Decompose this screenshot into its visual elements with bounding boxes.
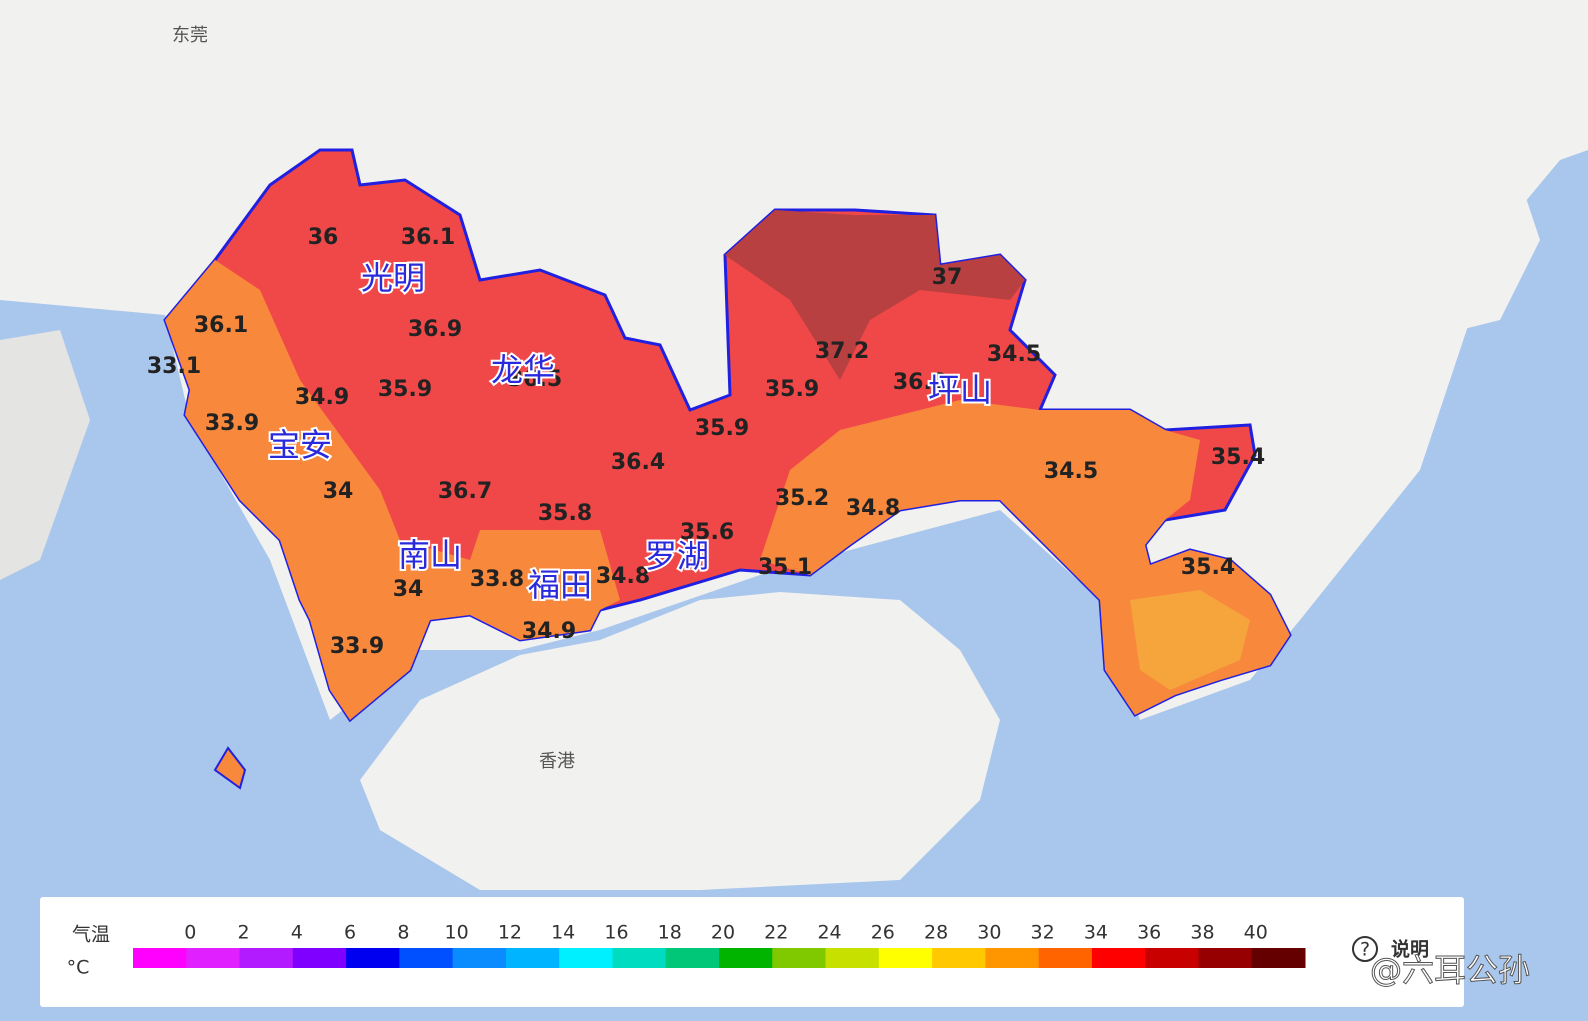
- legend-tick-label: 8: [397, 922, 409, 944]
- legend-tick-label: 4: [291, 922, 303, 944]
- temperature-reading: 33.9: [330, 634, 384, 659]
- legend-swatch: [346, 948, 400, 968]
- legend-tick-label: 2: [237, 922, 249, 944]
- east-land: [1440, 180, 1540, 330]
- hot-zone: [725, 210, 1025, 380]
- temperature-reading: 36.9: [408, 317, 462, 342]
- legend-tick-label: 24: [817, 922, 841, 944]
- legend-swatch: [1198, 948, 1253, 968]
- district-label: 光明: [361, 259, 425, 297]
- legend-swatch: [399, 948, 454, 968]
- temperature-reading: 34.9: [295, 385, 349, 410]
- legend-tick-label: 34: [1084, 922, 1108, 944]
- temperature-reading: 35.9: [765, 377, 819, 402]
- mild-zone: [1130, 590, 1250, 690]
- legend-tick-label: 0: [184, 922, 196, 944]
- temperature-reading: 36.1: [401, 225, 455, 250]
- temperature-reading: 35.9: [695, 416, 749, 441]
- legend-tick-label: 36: [1137, 922, 1161, 944]
- legend-swatch: [1091, 948, 1146, 968]
- temperature-reading: 34.5: [1044, 459, 1098, 484]
- temperature-reading: 34.8: [596, 564, 650, 589]
- temperature-reading: 36: [308, 225, 339, 250]
- district-label: 宝安: [268, 426, 332, 464]
- legend-swatch: [133, 948, 187, 968]
- temperature-reading: 35.2: [775, 486, 829, 511]
- legend-tick-label: 28: [924, 922, 948, 944]
- legend-swatch: [452, 948, 507, 968]
- place-label: 东莞: [172, 25, 208, 46]
- legend-tick-label: 30: [977, 922, 1001, 944]
- legend-swatch: [292, 948, 347, 968]
- watermark: @六耳公孙: [1370, 951, 1530, 989]
- legend-swatch: [932, 948, 986, 968]
- legend-tick-label: 22: [764, 922, 788, 944]
- legend-tick-label: 20: [711, 922, 735, 944]
- legend-swatch: [985, 948, 1040, 968]
- temperature-reading: 34: [323, 479, 354, 504]
- temperature-reading: 33.1: [147, 354, 201, 379]
- temperature-reading: 34.9: [522, 619, 576, 644]
- warm-zone-west: [165, 260, 620, 720]
- legend-tick-label: 26: [871, 922, 895, 944]
- legend-tick-label: 16: [604, 922, 628, 944]
- legend-unit: °C: [67, 957, 90, 979]
- legend-swatch: [665, 948, 720, 968]
- temperature-reading: 36.1: [194, 313, 248, 338]
- temperature-reading: 35.8: [538, 501, 592, 526]
- legend-tick-label: 40: [1244, 922, 1268, 944]
- island: [213, 746, 247, 790]
- district-label: 罗湖: [645, 537, 709, 575]
- legend-tick-label: 6: [344, 922, 356, 944]
- legend-swatch: [825, 948, 880, 968]
- legend-swatch: [186, 948, 241, 968]
- temperature-reading: 36.4: [611, 450, 665, 475]
- legend-tick-label: 18: [658, 922, 682, 944]
- legend-title: 气温: [72, 924, 110, 946]
- place-label: 香港: [539, 751, 575, 772]
- district-label: 龙华: [491, 351, 555, 389]
- legend-swatch: [612, 948, 667, 968]
- help-icon[interactable]: [1352, 936, 1378, 962]
- temperature-reading: 33.8: [470, 567, 524, 592]
- legend-swatch: [878, 948, 933, 968]
- temperature-reading: 33.9: [205, 411, 259, 436]
- legend-swatch: [559, 948, 613, 968]
- legend-swatch: [1145, 948, 1199, 968]
- temperature-reading: 37.2: [815, 339, 869, 364]
- district-label: 坪山: [928, 371, 992, 409]
- district-label: 南山: [398, 536, 462, 574]
- temperature-reading: 35.6: [680, 520, 734, 545]
- legend-swatch: [239, 948, 294, 968]
- temperature-reading: 34.8: [846, 496, 900, 521]
- legend-swatch: [719, 948, 773, 968]
- temperature-reading: 34.5: [987, 342, 1041, 367]
- help-icon-glyph: ?: [1360, 939, 1370, 961]
- legend-swatch: [1251, 948, 1306, 968]
- legend-tick-label: 14: [551, 922, 575, 944]
- temperature-reading: 35.4: [1211, 445, 1265, 470]
- legend-tick-label: 32: [1031, 922, 1055, 944]
- temperature-reading: 36.7: [438, 479, 492, 504]
- district-label: 福田: [528, 566, 592, 604]
- legend-tick-label: 12: [498, 922, 522, 944]
- temperature-reading: 35.9: [378, 377, 432, 402]
- temperature-reading: 34: [393, 577, 424, 602]
- legend-tick-label: 38: [1190, 922, 1214, 944]
- temperature-reading: 35.4: [1181, 555, 1235, 580]
- legend-tick-label: 10: [445, 922, 469, 944]
- legend-swatch: [1038, 948, 1093, 968]
- temperature-reading: 37: [932, 265, 963, 290]
- legend-swatch: [505, 948, 560, 968]
- temperature-reading: 35.1: [758, 555, 812, 580]
- legend-swatch: [772, 948, 827, 968]
- hong-kong-land: [360, 592, 1000, 890]
- temperature-reading: 36.5: [508, 367, 562, 392]
- help-label[interactable]: 说明: [1391, 938, 1429, 961]
- temperature-reading: 36.3: [893, 370, 947, 395]
- west-land: [0, 330, 90, 580]
